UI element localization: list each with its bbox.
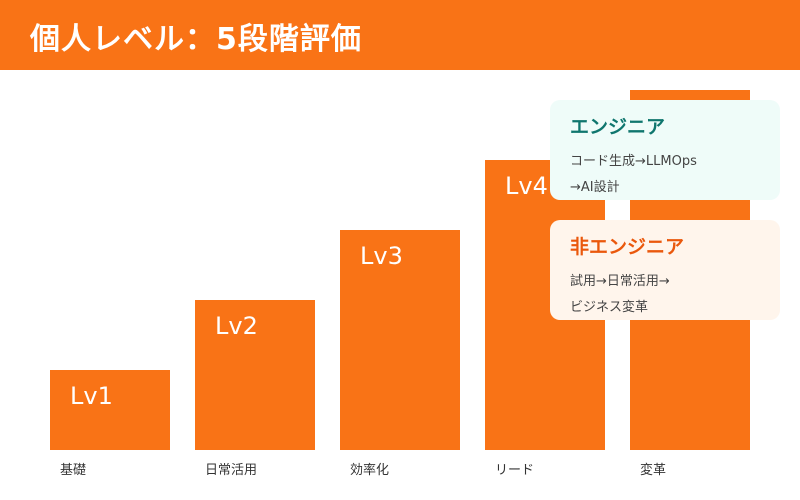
level-label: Lv2 <box>215 312 258 340</box>
card-line: 試用→日常活用→ <box>570 274 670 289</box>
level-category: 効率化 <box>350 463 390 478</box>
level-label: Lv1 <box>70 382 113 410</box>
level-bar-3: Lv3 <box>340 230 460 450</box>
level-category: 変革 <box>640 463 667 478</box>
level-bar-1: Lv1 <box>50 370 170 450</box>
engineer-card: エンジニア コード生成→LLMOps →AI設計 <box>550 100 780 200</box>
page-title: 個人レベル：5段階評価 <box>30 22 362 57</box>
card-title: エンジニア <box>570 116 666 138</box>
level-bar-2: Lv2 <box>195 300 315 450</box>
card-line: コード生成→LLMOps <box>570 154 697 169</box>
level-label: Lv4 <box>505 172 548 200</box>
card-line: →AI設計 <box>570 180 620 195</box>
level-category: 基礎 <box>60 463 87 478</box>
non-engineer-card: 非エンジニア 試用→日常活用→ ビジネス変革 <box>550 220 780 320</box>
level-category: 日常活用 <box>205 463 258 478</box>
card-line: ビジネス変革 <box>570 300 649 315</box>
level-category: リード <box>495 463 535 478</box>
level-label: Lv3 <box>360 242 403 270</box>
header-bar: 個人レベル：5段階評価 <box>0 0 800 70</box>
card-title: 非エンジニア <box>570 236 685 258</box>
